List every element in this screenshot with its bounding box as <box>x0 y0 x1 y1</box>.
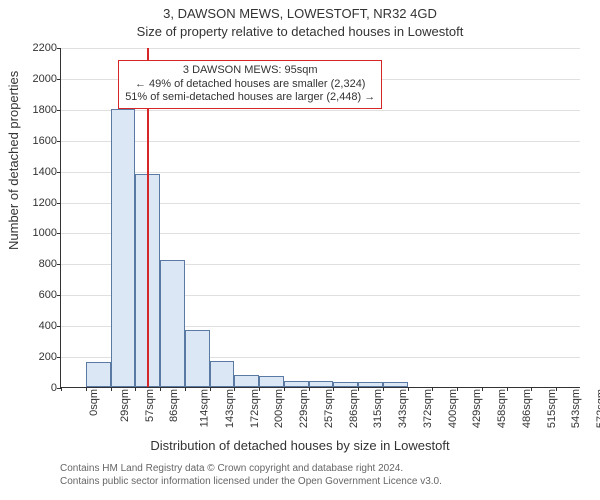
histogram-bar <box>333 382 358 387</box>
y-tick-label: 1800 <box>27 104 61 116</box>
x-tick-mark <box>185 387 186 391</box>
gridline <box>61 141 580 142</box>
chart-title: 3, DAWSON MEWS, LOWESTOFT, NR32 4GD <box>0 6 600 21</box>
y-tick-label: 1000 <box>27 227 61 239</box>
x-tick-mark <box>358 387 359 391</box>
x-tick-label: 315sqm <box>371 389 385 428</box>
x-tick-label: 572sqm <box>593 389 600 428</box>
histogram-bar <box>309 381 334 387</box>
y-axis-label: Number of detached properties <box>6 71 21 250</box>
y-tick-label: 2000 <box>27 73 61 85</box>
y-tick-label: 1200 <box>27 197 61 209</box>
x-tick-label: 200sqm <box>271 389 285 428</box>
x-tick-mark <box>309 387 310 391</box>
footer-line-1: Contains HM Land Registry data © Crown c… <box>60 462 442 475</box>
x-tick-mark <box>210 387 211 391</box>
annotation-box: 3 DAWSON MEWS: 95sqm ← 49% of detached h… <box>118 60 382 109</box>
y-tick-label: 0 <box>27 382 61 394</box>
x-tick-label: 143sqm <box>222 389 236 428</box>
x-tick-label: 114sqm <box>196 389 210 427</box>
plot-area: 3 DAWSON MEWS: 95sqm ← 49% of detached h… <box>60 48 580 388</box>
histogram-bar <box>358 382 383 387</box>
x-tick-label: 458sqm <box>494 389 508 428</box>
x-tick-label: 400sqm <box>445 389 459 428</box>
x-tick-label: 172sqm <box>247 389 261 428</box>
x-tick-label: 429sqm <box>470 389 484 428</box>
x-tick-label: 57sqm <box>142 389 156 422</box>
gridline <box>61 48 580 49</box>
histogram-bar <box>160 260 185 387</box>
x-tick-mark <box>507 387 508 391</box>
x-tick-mark <box>482 387 483 391</box>
x-tick-mark <box>531 387 532 391</box>
x-tick-label: 86sqm <box>166 389 180 422</box>
histogram-bar <box>284 381 309 387</box>
x-tick-mark <box>160 387 161 391</box>
gridline <box>61 172 580 173</box>
x-tick-mark <box>432 387 433 391</box>
annotation-line-1: 3 DAWSON MEWS: 95sqm <box>125 64 375 78</box>
histogram-bar <box>185 330 210 387</box>
gridline <box>61 110 580 111</box>
histogram-bar <box>383 382 408 387</box>
annotation-line-3: 51% of semi-detached houses are larger (… <box>125 91 375 105</box>
x-tick-label: 515sqm <box>544 389 558 428</box>
x-tick-label: 257sqm <box>321 389 335 428</box>
x-tick-label: 29sqm <box>117 389 131 422</box>
x-tick-mark <box>408 387 409 391</box>
x-tick-label: 486sqm <box>519 389 533 428</box>
histogram-bar <box>86 362 111 387</box>
x-tick-mark <box>556 387 557 391</box>
y-tick-label: 600 <box>27 289 61 301</box>
footer-line-2: Contains public sector information licen… <box>60 475 442 488</box>
x-tick-mark <box>457 387 458 391</box>
x-tick-mark <box>135 387 136 391</box>
y-tick-label: 400 <box>27 320 61 332</box>
footer-attribution: Contains HM Land Registry data © Crown c… <box>60 462 442 488</box>
x-axis-label: Distribution of detached houses by size … <box>0 438 600 453</box>
y-tick-label: 2200 <box>27 42 61 54</box>
y-tick-label: 200 <box>27 351 61 363</box>
x-tick-mark <box>234 387 235 391</box>
x-tick-mark <box>259 387 260 391</box>
histogram-bar <box>111 109 136 387</box>
x-tick-label: 0sqm <box>86 389 100 416</box>
x-tick-label: 286sqm <box>346 389 360 428</box>
y-tick-label: 1600 <box>27 135 61 147</box>
histogram-bar <box>210 361 235 387</box>
x-tick-mark <box>61 387 62 391</box>
y-tick-label: 1400 <box>27 166 61 178</box>
x-tick-label: 543sqm <box>569 389 583 428</box>
chart-container: 3, DAWSON MEWS, LOWESTOFT, NR32 4GD Size… <box>0 0 600 500</box>
x-tick-label: 343sqm <box>395 389 409 428</box>
annotation-line-2: ← 49% of detached houses are smaller (2,… <box>125 78 375 92</box>
histogram-bar <box>259 376 284 387</box>
histogram-bar <box>234 375 259 387</box>
x-tick-label: 372sqm <box>420 389 434 428</box>
x-tick-mark <box>383 387 384 391</box>
x-tick-mark <box>333 387 334 391</box>
chart-subtitle: Size of property relative to detached ho… <box>0 24 600 39</box>
x-tick-label: 229sqm <box>296 389 310 428</box>
x-tick-mark <box>111 387 112 391</box>
y-tick-label: 800 <box>27 258 61 270</box>
x-tick-mark <box>86 387 87 391</box>
x-tick-mark <box>284 387 285 391</box>
